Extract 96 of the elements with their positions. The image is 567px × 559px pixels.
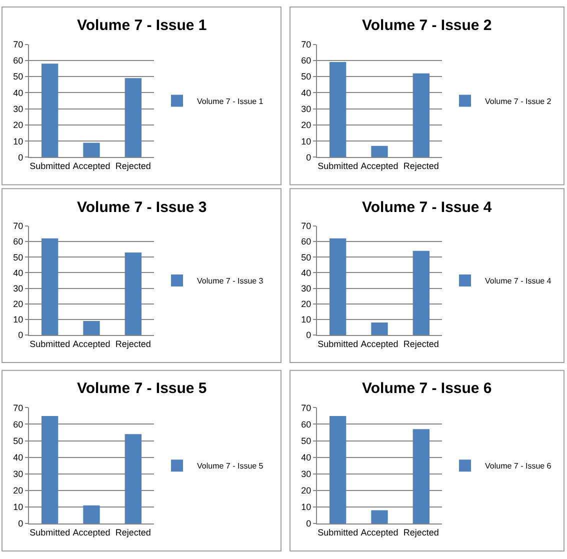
y-tick-label: 40 [13, 452, 24, 462]
bar [330, 416, 346, 524]
y-tick-label: 30 [13, 283, 24, 294]
x-tick-label: Accepted [360, 527, 398, 538]
y-tick-label: 70 [13, 39, 24, 50]
y-tick-label: 0 [306, 152, 312, 162]
y-tick-label: 10 [13, 136, 24, 146]
y-tick-label: 10 [301, 502, 312, 512]
legend-label: Volume 7 - Issue 1 [197, 96, 264, 106]
text: Volume 7 - Issue 3 [197, 276, 264, 286]
y-tick-label: 70 [301, 402, 312, 413]
legend-label: Volume 7 - Issue 2 [485, 96, 552, 106]
bar [371, 322, 388, 335]
y-tick-label: 60 [301, 236, 312, 247]
x-tick-label: Accepted [72, 527, 110, 538]
y-tick-label: 20 [301, 120, 312, 130]
y-tick-label: 50 [13, 72, 24, 82]
x-tick-label: Submitted [30, 527, 70, 538]
x-tick-label: Accepted [72, 161, 110, 172]
y-tick-label: 20 [13, 486, 24, 496]
y-tick-label: 0 [18, 152, 24, 162]
y-tick-label: 70 [13, 402, 24, 413]
bar [124, 434, 142, 524]
y-tick-label: 40 [301, 88, 312, 98]
legend-label: Volume 7 - Issue 6 [485, 462, 552, 471]
bar [83, 320, 100, 335]
bar [412, 429, 430, 524]
bar [124, 78, 142, 158]
y-tick-label: 40 [301, 268, 312, 278]
bar [330, 62, 346, 158]
y-tick-label: 0 [18, 330, 24, 340]
bar [42, 238, 58, 335]
text: Volume 7 - Issue 4 [485, 276, 552, 286]
y-tick-label: 30 [301, 469, 312, 480]
y-tick-label: 50 [13, 252, 24, 262]
bar [42, 416, 58, 524]
y-tick-label: 20 [13, 298, 24, 309]
y-tick-label: 30 [13, 469, 24, 480]
y-tick-label: 10 [13, 314, 24, 325]
chart-title: Volume 7 - Issue 3 [77, 199, 207, 216]
x-tick-label: Submitted [318, 338, 358, 349]
legend-label: Volume 7 - Issue 5 [197, 462, 264, 471]
y-tick-label: 30 [13, 104, 24, 114]
bar [42, 64, 58, 158]
x-tick-label: Rejected [115, 338, 151, 349]
y-tick-label: 60 [13, 236, 24, 247]
y-tick-label: 30 [301, 283, 312, 294]
bar [412, 73, 430, 158]
x-tick-label: Submitted [318, 161, 358, 172]
y-tick-label: 60 [301, 419, 312, 430]
bar [371, 510, 388, 524]
y-tick-label: 70 [13, 221, 24, 232]
x-tick-label: Rejected [115, 161, 151, 172]
y-tick-label: 60 [13, 419, 24, 430]
y-tick-label: 60 [13, 56, 24, 66]
y-tick-label: 50 [301, 252, 312, 262]
x-tick-label: Accepted [72, 338, 110, 349]
x-tick-label: Rejected [403, 527, 439, 538]
y-tick-label: 60 [301, 56, 312, 66]
bar [83, 505, 100, 524]
x-tick-label: Submitted [318, 527, 358, 538]
y-tick-label: 50 [301, 436, 312, 446]
y-tick-label: 50 [13, 436, 24, 446]
chart-title: Volume 7 - Issue 4 [362, 199, 492, 216]
chart-title: Volume 7 - Issue 5 [77, 380, 207, 397]
x-tick-label: Accepted [360, 161, 398, 172]
x-tick-label: Accepted [360, 338, 398, 349]
y-tick-label: 0 [18, 518, 24, 529]
y-tick-label: 10 [301, 314, 312, 325]
bar [330, 238, 346, 335]
y-tick-label: 20 [13, 120, 24, 130]
bar [412, 250, 430, 335]
y-tick-label: 40 [13, 268, 24, 278]
y-tick-label: 70 [301, 221, 312, 232]
bar [83, 142, 100, 158]
chart-title: Volume 7 - Issue 2 [362, 17, 492, 34]
y-tick-label: 40 [13, 88, 24, 98]
bar [371, 146, 388, 158]
y-tick-label: 40 [301, 452, 312, 462]
y-tick-label: 50 [301, 72, 312, 82]
chart-title: Volume 7 - Issue 6 [362, 380, 492, 397]
chart-title: Volume 7 - Issue 1 [77, 17, 207, 34]
y-tick-label: 0 [306, 518, 312, 529]
y-tick-label: 10 [13, 502, 24, 512]
y-tick-label: 0 [306, 330, 312, 340]
x-tick-label: Rejected [403, 161, 439, 172]
y-tick-label: 30 [301, 104, 312, 114]
y-tick-label: 20 [301, 486, 312, 496]
bar [124, 252, 142, 335]
x-tick-label: Submitted [30, 161, 70, 172]
x-tick-label: Rejected [115, 527, 151, 538]
y-tick-label: 70 [301, 39, 312, 50]
x-tick-label: Submitted [30, 338, 70, 349]
y-tick-label: 20 [301, 298, 312, 309]
y-tick-label: 10 [301, 136, 312, 146]
x-tick-label: Rejected [403, 338, 439, 349]
